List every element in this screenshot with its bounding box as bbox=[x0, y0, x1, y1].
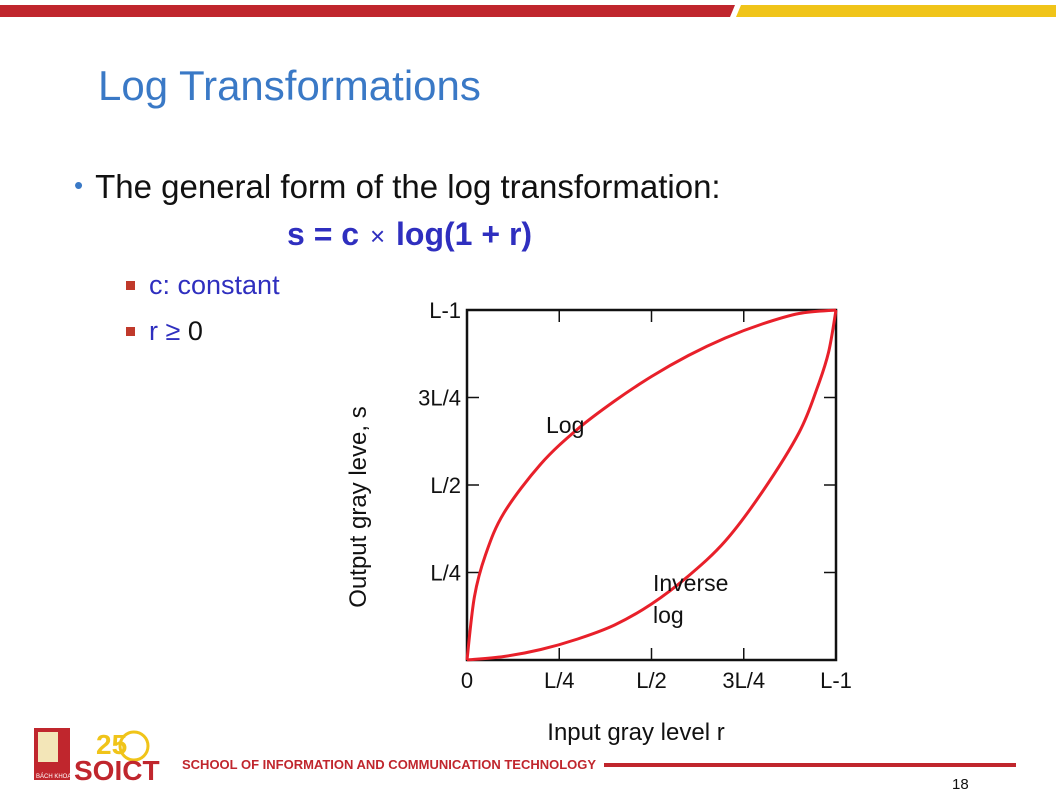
annotation-inverse-log: log bbox=[653, 602, 684, 628]
formula-times: × bbox=[369, 221, 386, 251]
top-bar-gold bbox=[736, 5, 1056, 17]
logo-ring-icon bbox=[118, 730, 150, 762]
x-tick-label: 0 bbox=[461, 668, 473, 693]
bullet-general-form: • The general form of the log transformat… bbox=[74, 168, 721, 206]
logo-gold-block bbox=[38, 732, 58, 762]
footer-school-name: SCHOOL OF INFORMATION AND COMMUNICATION … bbox=[182, 757, 597, 772]
bullet-text: The general form of the log transformati… bbox=[95, 168, 721, 205]
x-tick-label: L/4 bbox=[544, 668, 575, 693]
sub-item-text: r ≥ bbox=[149, 316, 188, 346]
log-curve bbox=[465, 308, 837, 661]
y-tick-label: 3L/4 bbox=[418, 386, 461, 411]
sub-item-value: 0 bbox=[187, 316, 203, 346]
slide-title: Log Transformations bbox=[98, 62, 481, 109]
y-axis-label: Output gray leve, s bbox=[345, 406, 372, 607]
square-bullet-icon bbox=[126, 281, 135, 290]
log-formula: s = c × log(1 + r) bbox=[287, 216, 532, 253]
inverse-log-curve bbox=[466, 309, 838, 662]
soict-logo: BÁCH KHOA 25 SOICT bbox=[34, 728, 160, 784]
footer-divider bbox=[604, 763, 1016, 767]
x-tick-label: L/2 bbox=[636, 668, 667, 693]
bullet-dot-icon: • bbox=[74, 170, 84, 200]
top-accent-bar bbox=[0, 5, 1056, 17]
x-tick-label: L-1 bbox=[820, 668, 852, 693]
y-tick-label: L/2 bbox=[430, 473, 461, 498]
formula-left: s = c bbox=[287, 216, 360, 252]
y-tick-label: L/4 bbox=[430, 561, 461, 586]
x-tick-label: 3L/4 bbox=[722, 668, 765, 693]
logo-text: SOICT bbox=[74, 755, 160, 784]
top-bar-red bbox=[0, 5, 735, 17]
sub-item-constant: c: constant bbox=[126, 270, 280, 301]
annotation-inverse: Inverse bbox=[653, 570, 728, 596]
y-tick-label: L-1 bbox=[429, 298, 461, 323]
formula-right: log(1 + r) bbox=[396, 216, 533, 252]
sub-item-r-range: r ≥ 0 bbox=[126, 316, 203, 347]
x-axis-label: Input gray level r bbox=[547, 719, 724, 746]
sub-item-text: c: constant bbox=[149, 270, 280, 300]
page-number: 18 bbox=[952, 776, 969, 793]
annotation-log: Log bbox=[546, 412, 584, 438]
square-bullet-icon bbox=[126, 327, 135, 336]
logo-badge-text: BÁCH KHOA bbox=[36, 773, 71, 780]
